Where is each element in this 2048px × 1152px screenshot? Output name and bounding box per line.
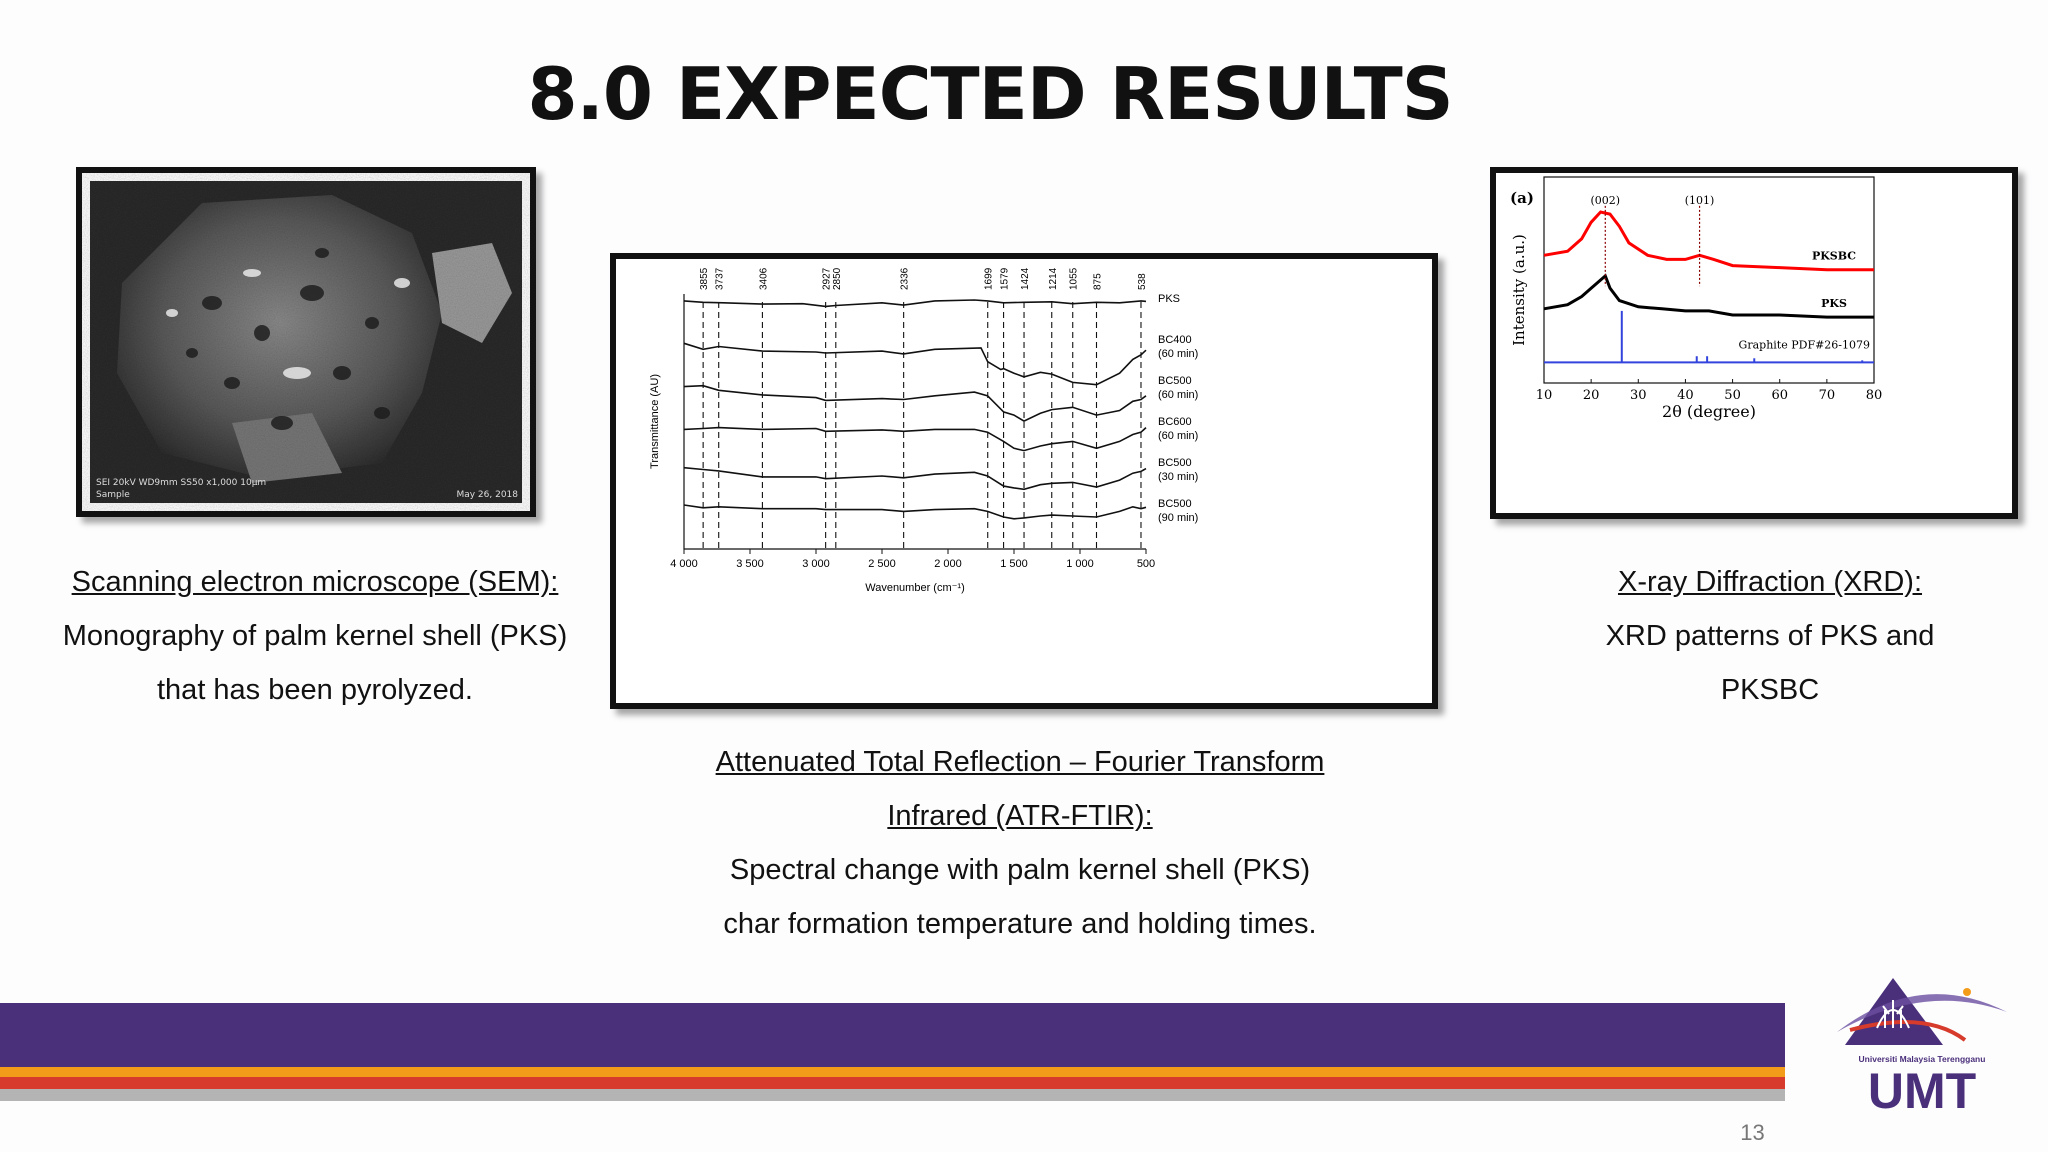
ftir-series-line [683, 426, 1147, 452]
ftir-peak-label: 1699 [984, 267, 995, 290]
ftir-peak-label: 2850 [832, 267, 843, 290]
ftir-x-tick-label: 3 000 [802, 558, 830, 570]
ftir-peak-label: 3406 [758, 267, 769, 290]
ftir-peak-label: 1579 [1000, 267, 1011, 290]
sem-sample-text: Sample [96, 490, 130, 500]
ftir-series-label: BC500 [1158, 498, 1192, 510]
ftir-series-label: (60 min) [1158, 348, 1198, 360]
ftir-series-label: BC500 [1158, 375, 1192, 387]
ftir-chart: 4 000 3 500 3 000 2 500 2 000 1 500 1 000 500 Wa… [610, 253, 1438, 709]
ftir-x-tick-label: 2 500 [868, 558, 896, 570]
ftir-caption-heading-2: Infrared (ATR-FTIR): [887, 800, 1153, 832]
ftir-caption: Attenuated Total Reflection – Fourier Tr… [650, 735, 1390, 951]
sem-micrograph: SEI 20kV WD9mm SS50 x1,000 10μm Sample M… [90, 181, 522, 503]
footer-band-red [0, 1077, 1785, 1089]
ftir-series-line [683, 504, 1147, 520]
xrd-caption: X-ray Diffraction (XRD): XRD patterns of… [1560, 555, 1980, 717]
sem-caption-line-2: that has been pyrolyzed. [157, 674, 473, 706]
ftir-peak-label: 1055 [1069, 267, 1080, 290]
ftir-x-tick-label: 1 000 [1066, 558, 1094, 570]
xrd-series-label: Graphite PDF#26-1079 [1739, 338, 1870, 351]
ftir-x-tick-label: 500 [1137, 558, 1155, 570]
ftir-series-line [683, 466, 1147, 491]
footer-band-purple [0, 1003, 1785, 1067]
xrd-series-line [1543, 273, 1874, 319]
xrd-x-tick-label: 70 [1819, 388, 1836, 403]
ftir-caption-line-1: Spectral change with palm kernel shell (… [729, 854, 1311, 886]
xrd-caption-line-2: PKSBC [1720, 674, 1820, 706]
ftir-peak-label: 3855 [699, 267, 710, 290]
ftir-x-tick-label: 1 500 [1000, 558, 1028, 570]
xrd-x-tick-label: 40 [1677, 388, 1694, 403]
xrd-series-label: PKSBC [1812, 250, 1856, 263]
xrd-caption-line-1: XRD patterns of PKS and [1605, 620, 1935, 652]
ftir-series-line [683, 384, 1147, 423]
ftir-peak-label: 2336 [900, 267, 911, 290]
sem-image: SEI 20kV WD9mm SS50 x1,000 10μm Sample M… [76, 167, 536, 517]
ftir-series-label: BC400 [1158, 334, 1192, 346]
ftir-caption-heading-1: Attenuated Total Reflection – Fourier Tr… [715, 746, 1325, 778]
ftir-x-axis-label: Wavenumber (cm⁻¹) [865, 582, 965, 594]
xrd-x-tick-label: 60 [1771, 388, 1788, 403]
ftir-peak-label: 3737 [715, 267, 726, 290]
footer-band-orange [0, 1067, 1785, 1077]
ftir-series-line [683, 342, 1147, 386]
xrd-x-tick-label: 50 [1724, 388, 1741, 403]
ftir-x-tick-label: 2 000 [934, 558, 962, 570]
sem-caption-line-1: Monography of palm kernel shell (PKS) [62, 620, 568, 652]
xrd-plot: 10 20 30 40 50 60 70 80 2θ (degree) Intensity (a.… [1510, 176, 1883, 421]
logo-abbr: UMT [1868, 1063, 1976, 1119]
page-number: 13 [1740, 1120, 1765, 1145]
logo-university-name: Universiti Malaysia Terengganu [1859, 1054, 1986, 1064]
ftir-series-label: BC600 [1158, 416, 1192, 428]
ftir-x-tick-label: 3 500 [736, 558, 764, 570]
xrd-panel-label: (a) [1510, 189, 1534, 207]
xrd-x-tick-label: 80 [1866, 388, 1883, 403]
slide-title: 8.0 EXPECTED RESULTS [527, 52, 1453, 136]
xrd-x-tick-label: 20 [1583, 388, 1600, 403]
xrd-caption-heading: X-ray Diffraction (XRD): [1617, 566, 1923, 598]
ftir-series-label: BC500 [1158, 457, 1192, 469]
xrd-plot-frame [1543, 176, 1875, 384]
ftir-caption-line-2: char formation temperature and holding t… [723, 908, 1317, 940]
ftir-peak-label: 1424 [1020, 267, 1031, 290]
ftir-peak-label: 2927 [822, 267, 833, 290]
umt-logo: Universiti Malaysia Terengganu UMT [1837, 978, 2007, 1119]
sem-caption-heading: Scanning electron microscope (SEM): [71, 566, 559, 598]
sem-date-text: May 26, 2018 [456, 490, 518, 500]
xrd-series-line [1543, 210, 1874, 272]
ftir-y-axis-label: Transmittance (AU) [649, 374, 661, 469]
xrd-series-label: PKS [1821, 297, 1847, 310]
xrd-x-tick-label: 30 [1630, 388, 1647, 403]
ftir-series-line [683, 299, 1147, 308]
ftir-series-label: (90 min) [1158, 512, 1198, 524]
ftir-peak-label: 538 [1137, 273, 1148, 290]
ftir-x-tick-label: 4 000 [670, 558, 698, 570]
ftir-peak-label: 1214 [1048, 267, 1059, 290]
ftir-series-label: PKS [1158, 293, 1180, 305]
xrd-y-axis-label: Intensity (a.u.) [1510, 234, 1528, 346]
xrd-peak-label: (002) [1590, 194, 1620, 207]
sem-scale-text: SEI 20kV WD9mm SS50 x1,000 10μm [96, 478, 266, 488]
ftir-series-label: (60 min) [1158, 389, 1198, 401]
xrd-peak-label: (101) [1685, 194, 1715, 207]
sem-caption: Scanning electron microscope (SEM): Mono… [30, 555, 600, 717]
xrd-x-axis-label: 2θ (degree) [1662, 402, 1756, 421]
ftir-series-label: (30 min) [1158, 471, 1198, 483]
ftir-plot: 4 000 3 500 3 000 2 500 2 000 1 500 1 000 500 Wa… [649, 267, 1198, 594]
xrd-x-tick-label: 10 [1536, 388, 1553, 403]
ftir-peak-label: 875 [1093, 273, 1104, 290]
xrd-chart: 10 20 30 40 50 60 70 80 2θ (degree) Intensity (a.… [1490, 167, 2018, 519]
footer-band-gray [0, 1089, 1785, 1101]
ftir-series-label: (60 min) [1158, 430, 1198, 442]
